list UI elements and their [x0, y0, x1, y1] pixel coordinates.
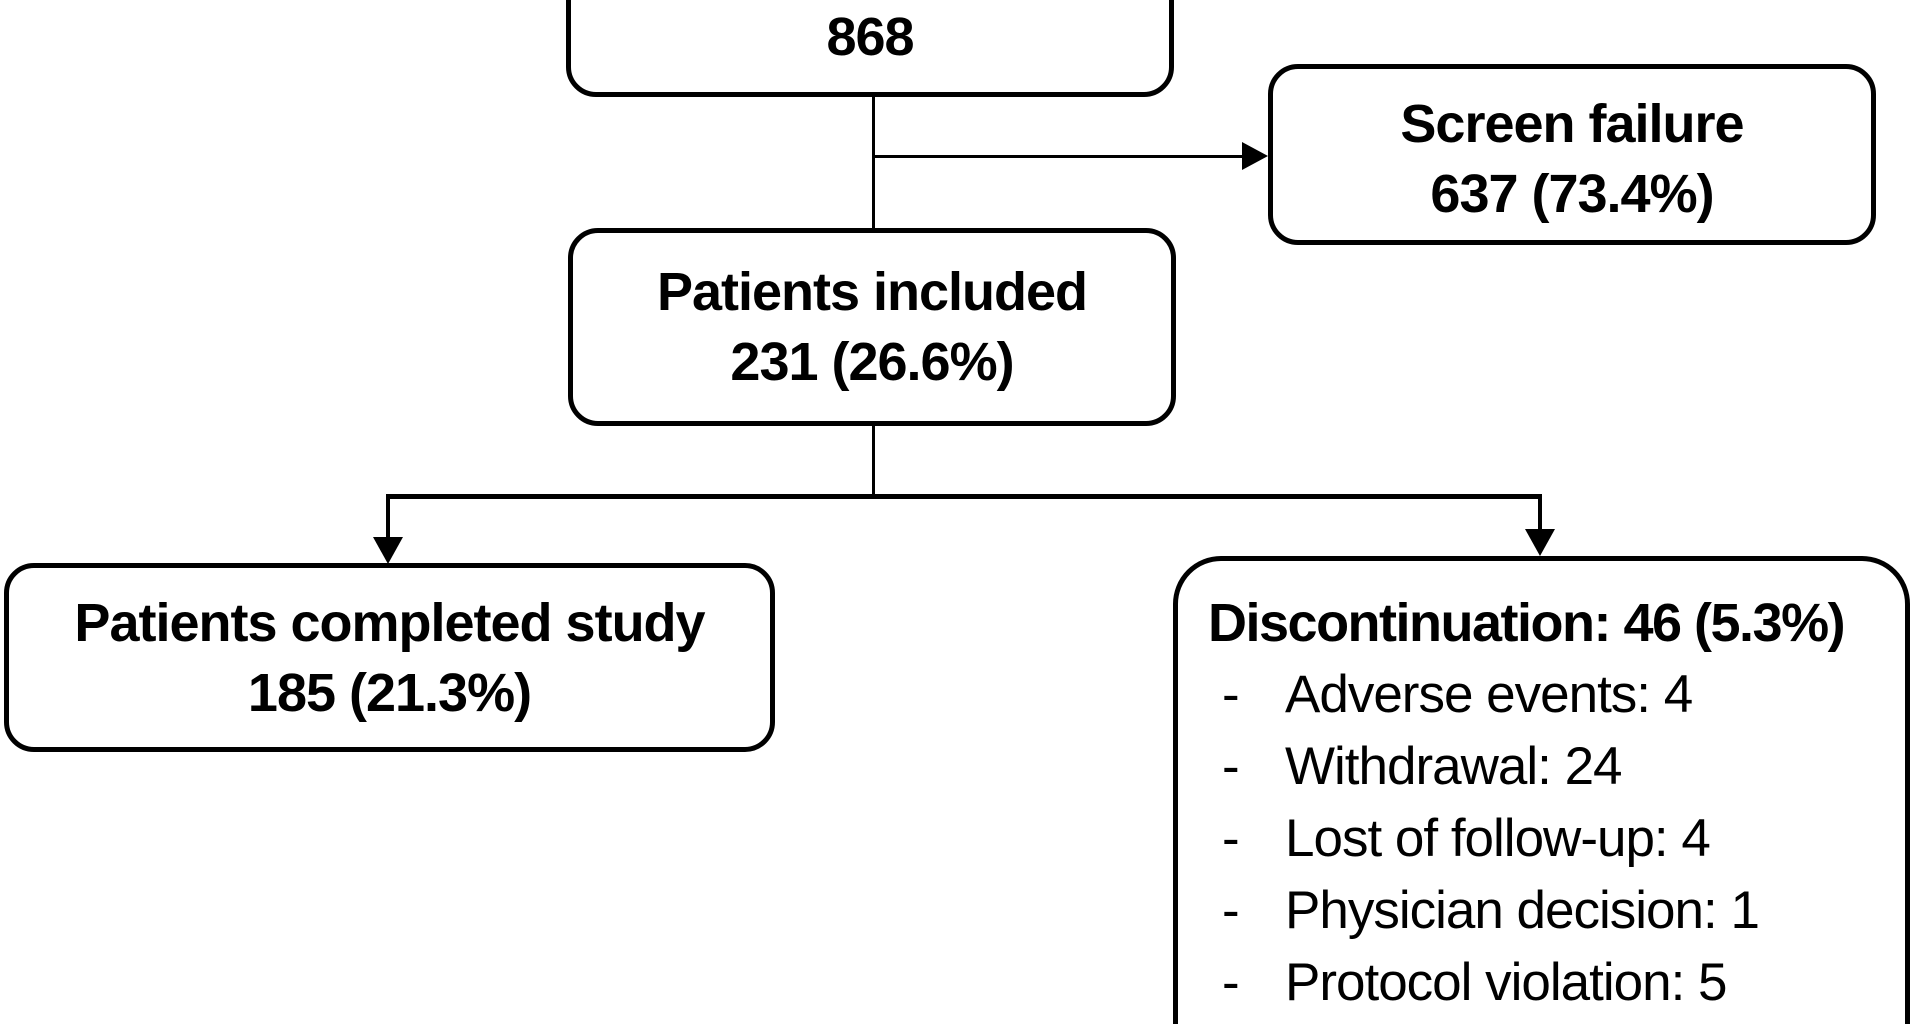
patients-completed-count: 185 (21.3%) — [247, 662, 532, 723]
discontinuation-title: Discontinuation: 46 (5.3%) — [1208, 593, 1846, 653]
screen-failure-label: Screen failure — [1400, 93, 1744, 154]
list-item: - Adverse events: 4 — [1222, 659, 1693, 731]
connector-split-to-discontinuation — [1538, 494, 1542, 532]
list-item-label: Withdrawal: 24 — [1285, 737, 1623, 796]
list-item-dash: - — [1222, 665, 1240, 724]
list-item-label: Adverse events: 4 — [1285, 665, 1693, 724]
connector-split-line — [386, 494, 1542, 499]
list-item-label: Lost of follow-up: 4 — [1285, 809, 1711, 868]
arrowhead-discontinuation — [1525, 529, 1555, 556]
arrowhead-screen-failure — [1242, 142, 1268, 170]
list-item-dash: - — [1222, 953, 1240, 1012]
connector-included-to-split — [872, 424, 875, 496]
screened-box: 868 — [566, 0, 1174, 97]
list-item: - Physician decision: 1 — [1222, 875, 1760, 947]
list-item-label: Physician decision: 1 — [1285, 881, 1760, 940]
patients-completed-box: Patients completed study 185 (21.3%) — [4, 563, 775, 752]
list-item-dash: - — [1222, 737, 1240, 796]
screened-count: 868 — [826, 7, 914, 67]
connector-screened-to-included — [872, 95, 875, 230]
list-item: - Lost of follow-up: 4 — [1222, 803, 1711, 875]
discontinuation-box: Discontinuation: 46 (5.3%) - Adverse eve… — [1173, 556, 1910, 1024]
list-item: - Withdrawal: 24 — [1222, 731, 1623, 803]
patients-included-label: Patients included — [656, 262, 1088, 322]
list-item-dash: - — [1222, 881, 1240, 940]
patients-included-box: Patients included 231 (26.6%) — [568, 228, 1176, 426]
patients-completed-label: Patients completed study — [74, 592, 705, 653]
screen-failure-box: Screen failure 637 (73.4%) — [1268, 64, 1876, 245]
patients-included-count: 231 (26.6%) — [730, 332, 1014, 392]
list-item-dash: - — [1222, 809, 1240, 868]
screen-failure-count: 637 (73.4%) — [1430, 163, 1714, 224]
arrowhead-completed — [373, 537, 403, 564]
connector-split-to-completed — [386, 494, 390, 540]
list-item: - Protocol violation: 5 — [1222, 947, 1728, 1019]
list-item-label: Protocol violation: 5 — [1285, 953, 1728, 1012]
connector-to-screen-failure — [873, 155, 1244, 158]
